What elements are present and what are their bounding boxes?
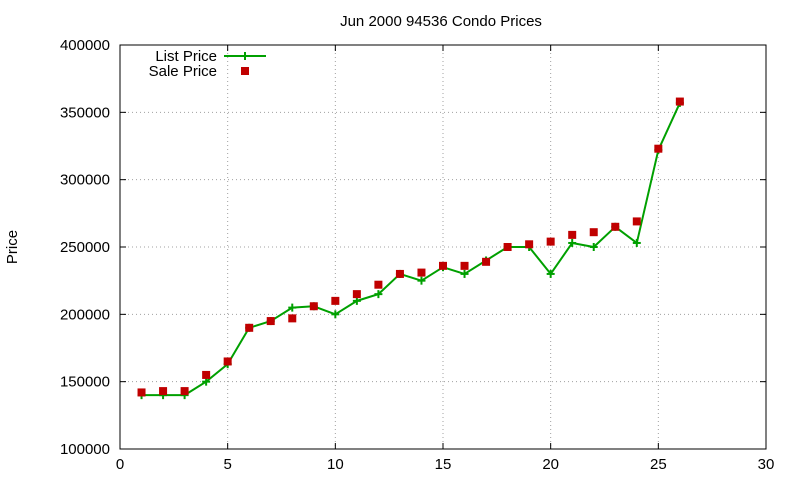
sale-price-point bbox=[309, 302, 318, 311]
sale-price-point bbox=[482, 257, 491, 266]
list-price-point bbox=[331, 310, 340, 319]
sale-price-point bbox=[180, 387, 189, 396]
sale-price-point bbox=[202, 370, 211, 379]
sale-price-point bbox=[675, 97, 684, 106]
legend-marker-list-price bbox=[241, 52, 249, 60]
y-tick-label: 250000 bbox=[60, 239, 110, 256]
list-price-point bbox=[546, 269, 555, 278]
legend-plus-marker bbox=[241, 52, 249, 60]
sale-price-point bbox=[159, 387, 168, 396]
list-price-point bbox=[202, 377, 211, 386]
x-tick-label: 0 bbox=[116, 456, 124, 473]
sale-price-point bbox=[417, 268, 426, 277]
sale-price-point bbox=[266, 317, 275, 326]
sale-price-point bbox=[288, 314, 297, 323]
sale-price-point bbox=[654, 144, 663, 153]
list-price-point bbox=[352, 296, 361, 305]
series-layer bbox=[137, 97, 684, 400]
sale-price-point bbox=[611, 222, 620, 231]
legend-marker-sale-price bbox=[241, 67, 249, 75]
sale-price-point bbox=[137, 388, 146, 397]
list-price-point bbox=[632, 238, 641, 247]
list-price-point bbox=[460, 269, 469, 278]
legend: List Price Sale Price bbox=[149, 48, 266, 80]
sale-price-point bbox=[568, 230, 577, 239]
sale-price-point bbox=[395, 269, 404, 278]
y-tick-label: 200000 bbox=[60, 306, 110, 323]
sale-price-point bbox=[331, 296, 340, 305]
list-price-point bbox=[589, 243, 598, 251]
sale-price-point bbox=[632, 217, 641, 226]
x-tick-label: 20 bbox=[542, 456, 559, 473]
list-price-line bbox=[141, 102, 681, 397]
y-tick-label: 100000 bbox=[60, 441, 110, 458]
sale-price-point bbox=[503, 243, 512, 251]
sale-price-point bbox=[525, 240, 534, 249]
y-tick-label: 400000 bbox=[60, 37, 110, 54]
x-tick-label: 10 bbox=[327, 456, 344, 473]
list-price-point bbox=[374, 290, 383, 299]
sale-price-point bbox=[374, 280, 383, 289]
sale-price-point bbox=[223, 357, 232, 366]
legend-label-sale-price: Sale Price bbox=[149, 63, 217, 80]
y-tick-label: 350000 bbox=[60, 104, 110, 121]
grid bbox=[120, 45, 766, 449]
x-axis-ticks: 0 5 10 15 20 25 30 bbox=[116, 45, 775, 473]
y-axis-label: Price bbox=[4, 230, 21, 264]
chart-title: Jun 2000 94536 Condo Prices bbox=[340, 13, 542, 30]
list-price-point bbox=[568, 238, 577, 247]
sale-price-point bbox=[245, 323, 254, 332]
sale-price-point bbox=[439, 261, 447, 270]
x-tick-label: 15 bbox=[435, 456, 452, 473]
y-tick-label: 300000 bbox=[60, 172, 110, 189]
y-tick-label: 150000 bbox=[60, 374, 110, 391]
series-0 bbox=[137, 98, 684, 400]
sale-price-point bbox=[460, 261, 469, 270]
x-tick-label: 30 bbox=[758, 456, 775, 473]
list-price-point bbox=[288, 303, 297, 312]
x-tick-label: 5 bbox=[223, 456, 231, 473]
sale-price-point bbox=[352, 290, 361, 299]
list-price-point bbox=[417, 276, 426, 285]
sale-price-point bbox=[589, 228, 598, 237]
x-tick-label: 25 bbox=[650, 456, 667, 473]
sale-price-point bbox=[546, 237, 555, 246]
series-1 bbox=[137, 97, 684, 397]
y-axis-ticks: 100000 150000 200000 250000 300000 350000 4000… bbox=[60, 37, 766, 458]
legend-label-list-price: List Price bbox=[155, 48, 217, 65]
